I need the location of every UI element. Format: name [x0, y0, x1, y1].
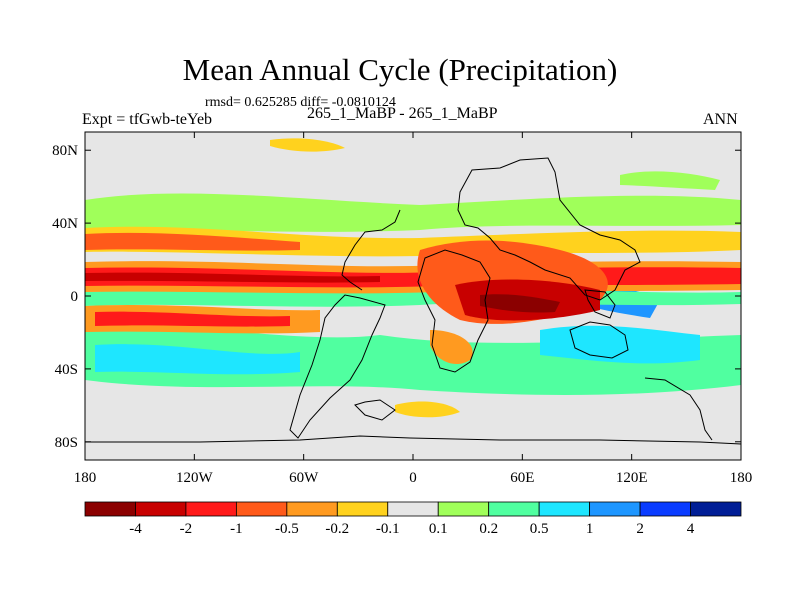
colorbar-swatch — [84, 501, 136, 517]
coastline-antarctic-peninsula — [354, 399, 396, 421]
coastline-antarctica-east — [644, 377, 713, 441]
colorbar-swatch — [286, 501, 338, 517]
coastline-antarctica — [85, 435, 742, 445]
anomaly-positive-sh-core — [95, 344, 300, 375]
anomaly-positive-nh-subtropics — [85, 193, 741, 232]
experiment-label: Expt = tfGwb-teYeb — [82, 111, 213, 128]
anomaly-negative-itcz-core — [85, 272, 380, 283]
colorbar-swatch — [639, 501, 691, 517]
y-tick-label: 40S — [55, 362, 78, 378]
colorbar-swatch — [538, 501, 591, 517]
colorbar-label: 4 — [687, 521, 695, 537]
x-tick-label: 60W — [289, 470, 319, 486]
coastline-north-america — [341, 209, 401, 291]
x-tick-label: 120W — [176, 470, 214, 486]
colorbar-swatch — [387, 501, 439, 517]
anomaly-negative-africa — [430, 330, 473, 365]
colorbar-label: -0.1 — [376, 521, 400, 537]
colorbar-label: 0.1 — [429, 521, 448, 537]
coastlines — [85, 157, 742, 445]
colorbar-swatch — [437, 501, 490, 517]
x-tick-label: 180 — [74, 470, 97, 486]
colorbar-label: 2 — [636, 521, 644, 537]
x-tick-label: 180 — [730, 470, 753, 486]
colorbar-swatch — [690, 501, 742, 517]
colorbar-swatch — [235, 501, 288, 517]
anomaly-negative-south-atlantic — [395, 401, 460, 418]
colorbar-swatch — [336, 501, 389, 517]
colorbar-swatch — [185, 501, 237, 517]
coastline-africa — [417, 249, 491, 373]
colorbar-swatch — [589, 501, 641, 517]
colorbar-swatch — [488, 501, 540, 517]
x-tick-label: 0 — [409, 470, 417, 486]
colorbar-label: -1 — [230, 521, 243, 537]
coastline-se-asia — [584, 289, 616, 319]
chart-title: Mean Annual Cycle (Precipitation) — [182, 52, 618, 87]
colorbar-label: -0.2 — [325, 521, 349, 537]
stats-label: rmsd= 0.625285 diff= -0.0810124 — [205, 95, 396, 110]
colorbar-label: -0.5 — [275, 521, 299, 537]
coastline-australia — [569, 321, 629, 359]
y-tick-label: 80S — [55, 435, 78, 451]
colorbar-label: 0.5 — [530, 521, 549, 537]
colorbar: -4 -2 -1 -0.5 -0.2 -0.1 0.1 0.2 0.5 1 2 4 — [84, 501, 742, 537]
anomaly-negative-sh-pacific-core — [95, 311, 290, 327]
axes: 180 120W 60W 0 60E 120E 180 80N 40N 0 40S 80S — [52, 132, 752, 486]
anomaly-positive-highlat — [620, 171, 720, 190]
x-tick-label: 120E — [616, 470, 648, 486]
coastline-south-america — [289, 294, 386, 439]
case-label: 265_1_MaBP - 265_1_MaBP — [307, 105, 498, 122]
anomaly-negative-asia-core — [480, 294, 560, 313]
anomaly-negative-nh-midlat-core — [85, 232, 300, 251]
colorbar-label: 1 — [586, 521, 594, 537]
coastline-eurasia — [457, 157, 641, 301]
colorbar-swatch — [135, 501, 187, 517]
y-tick-label: 0 — [71, 289, 79, 305]
colorbar-label: -2 — [180, 521, 193, 537]
season-label: ANN — [703, 111, 738, 128]
colorbar-label: 0.2 — [479, 521, 498, 537]
x-tick-label: 60E — [510, 470, 534, 486]
colorbar-label: -4 — [129, 521, 142, 537]
anomaly-negative-arctic — [270, 138, 345, 152]
y-tick-label: 40N — [52, 216, 78, 232]
anomaly-positive-indian-ocean — [540, 325, 700, 364]
y-tick-label: 80N — [52, 143, 78, 159]
